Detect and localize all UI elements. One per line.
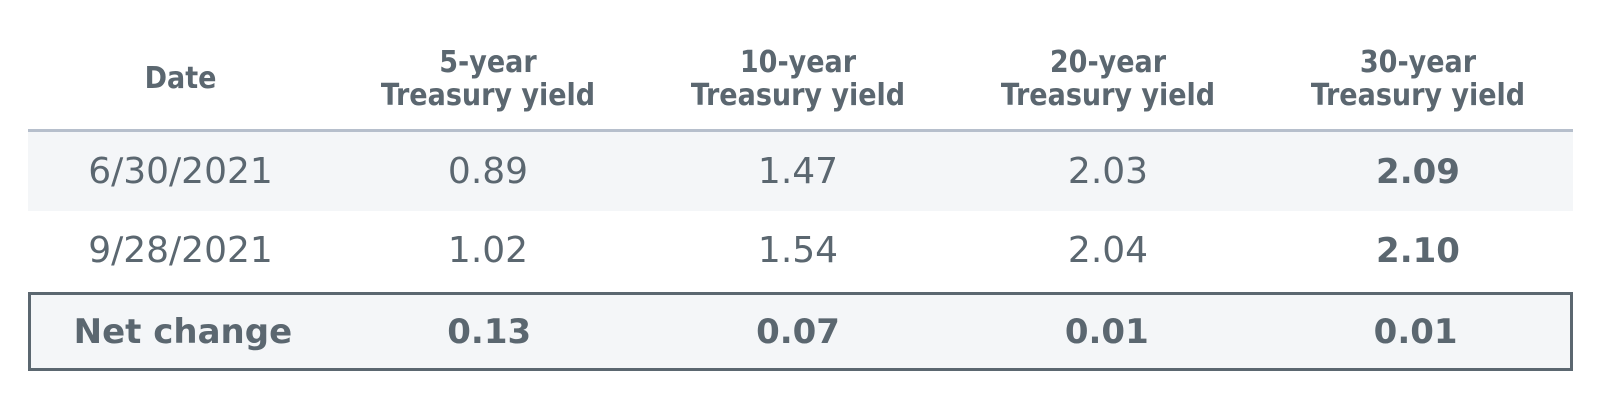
net-change-10-year: 0.07 bbox=[756, 311, 840, 352]
net-change-20-year: 0.01 bbox=[1064, 311, 1149, 352]
net-change-row: Net change 0.13 0.07 0.01 0.01 bbox=[28, 292, 1573, 371]
header-20-year: 20-year Treasury yield bbox=[953, 46, 1263, 112]
row-date: 9/28/2021 bbox=[88, 230, 273, 271]
header-30-year-line2: Treasury yield bbox=[1310, 77, 1526, 113]
table-row: 9/28/2021 1.02 1.54 2.04 2.10 bbox=[28, 211, 1573, 290]
header-5-year-line1: 5-year bbox=[439, 44, 537, 80]
header-10-year: 10-year Treasury yield bbox=[643, 46, 953, 112]
row-5-year-value: 0.89 bbox=[447, 151, 529, 192]
row-20-year-value: 2.03 bbox=[1067, 151, 1149, 192]
header-5-year-line2: Treasury yield bbox=[380, 77, 596, 113]
row-30-year-value: 2.10 bbox=[1376, 230, 1460, 271]
row-10-year-value: 1.47 bbox=[757, 151, 839, 192]
row-10-year-value: 1.54 bbox=[757, 230, 839, 271]
row-30-year-value: 2.09 bbox=[1376, 151, 1460, 192]
header-30-year-line1: 30-year bbox=[1359, 44, 1477, 80]
header-date-label: Date bbox=[144, 61, 217, 96]
net-change-label: Net change bbox=[73, 311, 293, 352]
header-10-year-line2: Treasury yield bbox=[690, 77, 906, 113]
row-5-year-value: 1.02 bbox=[447, 230, 529, 271]
header-5-year: 5-year Treasury yield bbox=[333, 46, 643, 112]
table-row: 6/30/2021 0.89 1.47 2.03 2.09 bbox=[28, 132, 1573, 211]
header-20-year-line2: Treasury yield bbox=[1000, 77, 1216, 113]
row-20-year-value: 2.04 bbox=[1067, 230, 1149, 271]
table-header-row: Date 5-year Treasury yield 10-year Treas… bbox=[28, 0, 1573, 132]
header-10-year-line1: 10-year bbox=[739, 44, 857, 80]
treasury-yield-table: Date 5-year Treasury yield 10-year Treas… bbox=[28, 0, 1573, 371]
row-date: 6/30/2021 bbox=[88, 151, 273, 192]
header-20-year-line1: 20-year bbox=[1049, 44, 1167, 80]
net-change-30-year: 0.01 bbox=[1373, 311, 1458, 352]
net-change-5-year: 0.13 bbox=[447, 311, 532, 352]
header-date: Date bbox=[28, 62, 333, 95]
header-30-year: 30-year Treasury yield bbox=[1263, 46, 1573, 112]
